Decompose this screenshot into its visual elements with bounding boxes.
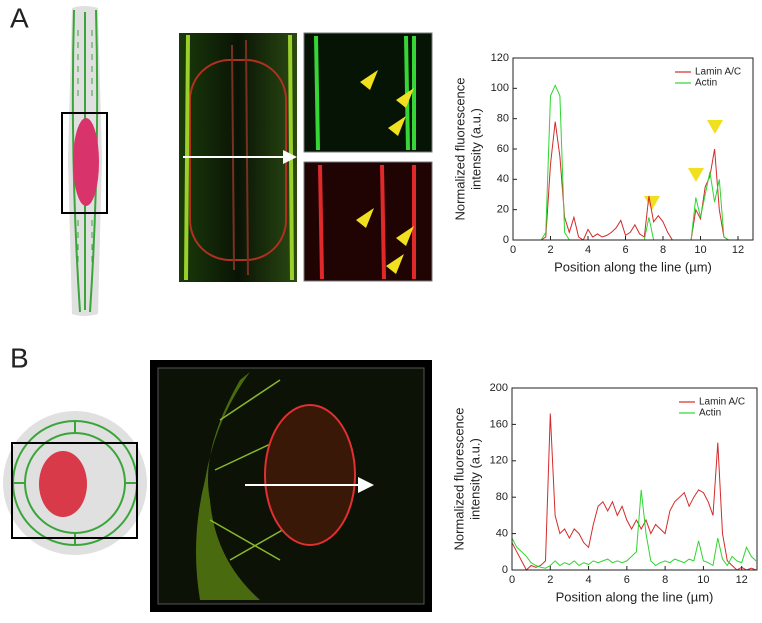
data-line bbox=[511, 413, 757, 571]
panel-label: A bbox=[10, 2, 29, 33]
y-tick-label: 0 bbox=[502, 564, 508, 576]
y-tick-label: 60 bbox=[497, 143, 509, 155]
y-tick-label: 40 bbox=[496, 528, 508, 540]
x-tick-label: 10 bbox=[697, 574, 709, 586]
y-tick-label: 0 bbox=[503, 234, 509, 246]
data-line bbox=[513, 84, 753, 241]
data-line bbox=[513, 121, 753, 241]
x-tick-label: 12 bbox=[736, 574, 748, 586]
legend-label: Actin bbox=[699, 408, 721, 419]
cell-illustration bbox=[61, 6, 108, 316]
y-tick-label: 120 bbox=[490, 455, 508, 467]
x-axis-label: Position along the line (µm) bbox=[556, 589, 714, 604]
y-tick-label: 160 bbox=[490, 418, 508, 430]
data-line bbox=[511, 489, 757, 569]
y-tick-label: 100 bbox=[491, 82, 509, 94]
x-tick-label: 12 bbox=[732, 244, 744, 256]
plot-frame bbox=[511, 387, 758, 571]
legend-label: Lamin A/C bbox=[699, 397, 745, 408]
x-tick-label: 4 bbox=[585, 244, 591, 256]
x-tick-label: 10 bbox=[694, 244, 706, 256]
y-axis-label: intensity (a.u.) bbox=[467, 438, 482, 520]
x-tick-label: 2 bbox=[547, 244, 553, 256]
legend-label: Lamin A/C bbox=[695, 67, 741, 78]
x-tick-label: 0 bbox=[510, 244, 516, 256]
y-axis-label: Normalized fluorescence bbox=[451, 407, 466, 550]
y-tick-label: 40 bbox=[497, 173, 509, 185]
y-axis-label: Normalized fluorescence bbox=[452, 77, 467, 220]
x-tick-label: 6 bbox=[624, 574, 630, 586]
cell-illustration bbox=[3, 411, 147, 555]
x-tick-label: 8 bbox=[660, 244, 666, 256]
x-tick-label: 8 bbox=[662, 574, 668, 586]
y-tick-label: 20 bbox=[497, 204, 509, 216]
y-axis-label: intensity (a.u.) bbox=[468, 108, 483, 190]
x-axis-label: Position along the line (µm) bbox=[554, 259, 712, 274]
y-tick-label: 80 bbox=[496, 491, 508, 503]
x-tick-label: 2 bbox=[547, 574, 553, 586]
x-tick-label: 4 bbox=[586, 574, 592, 586]
y-tick-label: 120 bbox=[491, 52, 509, 64]
legend-label: Actin bbox=[695, 78, 717, 89]
y-tick-label: 200 bbox=[490, 382, 508, 394]
x-tick-label: 0 bbox=[509, 574, 515, 586]
panel-label: B bbox=[10, 342, 29, 373]
micrograph bbox=[150, 360, 432, 612]
x-tick-label: 6 bbox=[622, 244, 628, 256]
y-tick-label: 80 bbox=[497, 113, 509, 125]
micrograph bbox=[179, 32, 723, 282]
